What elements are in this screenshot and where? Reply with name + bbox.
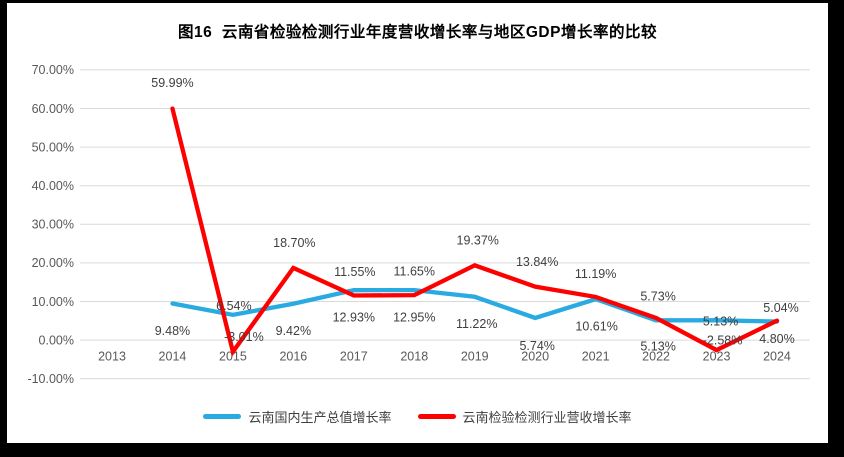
chart-figure: 图16 云南省检验检测行业年度营收增长率与地区GDP增长率的比较 70.00% 6… — [7, 3, 828, 443]
revenue-line — [170, 106, 780, 357]
revenue-data-label: 59.99% — [151, 76, 193, 90]
chart-title: 图16 云南省检验检测行业年度营收增长率与地区GDP增长率的比较 — [178, 24, 657, 41]
gdp-data-label: 9.48% — [155, 324, 190, 338]
y-axis-tick-label: -10.00% — [27, 372, 74, 386]
x-axis-tick-label: 2021 — [582, 350, 610, 364]
revenue-data-label: 13.84% — [516, 255, 558, 269]
x-axis-tick-label: 2017 — [340, 350, 368, 364]
revenue-data-label: -2.58% — [703, 333, 743, 347]
gdp-data-label: 11.22% — [456, 317, 497, 331]
revenue-line-marker — [417, 413, 456, 419]
y-axis-tick-label: 70.00% — [32, 63, 74, 77]
gdp-line — [170, 287, 780, 324]
y-axis-tick-label: 0.00% — [39, 333, 74, 347]
x-axis-tick-label: 2024 — [763, 350, 791, 364]
revenue-data-label: 11.55% — [334, 265, 375, 279]
legend-label-gdp: 云南国内生产总值增长率 — [248, 409, 392, 425]
plot-area: 70.00% 60.00% 50.00% 40.00% 30.00% 20.00% 10.0… — [27, 63, 810, 386]
x-axis-tick-label: 2022 — [642, 350, 670, 364]
x-axis-tick-label: 2023 — [703, 350, 731, 364]
legend-label-revenue: 云南检验检测行业营收增长率 — [462, 409, 632, 425]
revenue-data-label: 5.04% — [763, 301, 798, 315]
y-axis-tick-label: 60.00% — [32, 102, 74, 116]
revenue-data-label: 5.73% — [640, 289, 675, 303]
x-axis-tick-label: 2019 — [461, 350, 489, 364]
x-axis-tick-label: 2016 — [279, 350, 307, 364]
y-axis-tick-label: 50.00% — [32, 140, 74, 154]
gdp-line-marker — [203, 413, 242, 419]
legend-item-revenue: 云南检验检测行业营收增长率 — [417, 407, 632, 426]
revenue-data-label: 11.65% — [394, 264, 435, 278]
y-axis-tick-label: 10.00% — [32, 295, 74, 309]
legend-item-gdp: 云南国内生产总值增长率 — [203, 407, 392, 426]
x-axis-tick-label: 2013 — [98, 350, 126, 364]
y-axis-tick-label: 30.00% — [32, 218, 74, 232]
gdp-data-label: 6.54% — [216, 299, 251, 313]
revenue-data-label: -3.01% — [224, 330, 264, 344]
revenue-data-label: 11.19% — [575, 267, 616, 281]
gdp-data-label: 5.74% — [519, 339, 554, 353]
x-axis-tick-label: 2015 — [219, 350, 247, 364]
legend: 云南国内生产总值增长率 云南检验检测行业营收增长率 — [7, 403, 828, 429]
gdp-data-label: 9.42% — [276, 324, 311, 338]
x-axis-tick-label: 2014 — [159, 350, 187, 364]
gdp-data-label: 5.13% — [640, 340, 675, 354]
x-axis-tick-label: 2020 — [521, 350, 549, 364]
gdp-data-label: 4.80% — [759, 332, 794, 346]
gdp-data-label: 12.93% — [333, 310, 375, 324]
gdp-data-label: 12.95% — [393, 310, 435, 324]
revenue-data-label: 19.37% — [457, 234, 499, 248]
y-axis-tick-label: 20.00% — [32, 256, 74, 270]
revenue-data-label: 18.70% — [273, 236, 315, 250]
gdp-data-label: 10.61% — [575, 319, 617, 333]
x-axis-tick-label: 2018 — [400, 350, 428, 364]
gdp-data-label: 5.13% — [703, 315, 738, 329]
y-axis-tick-label: 40.00% — [32, 179, 74, 193]
